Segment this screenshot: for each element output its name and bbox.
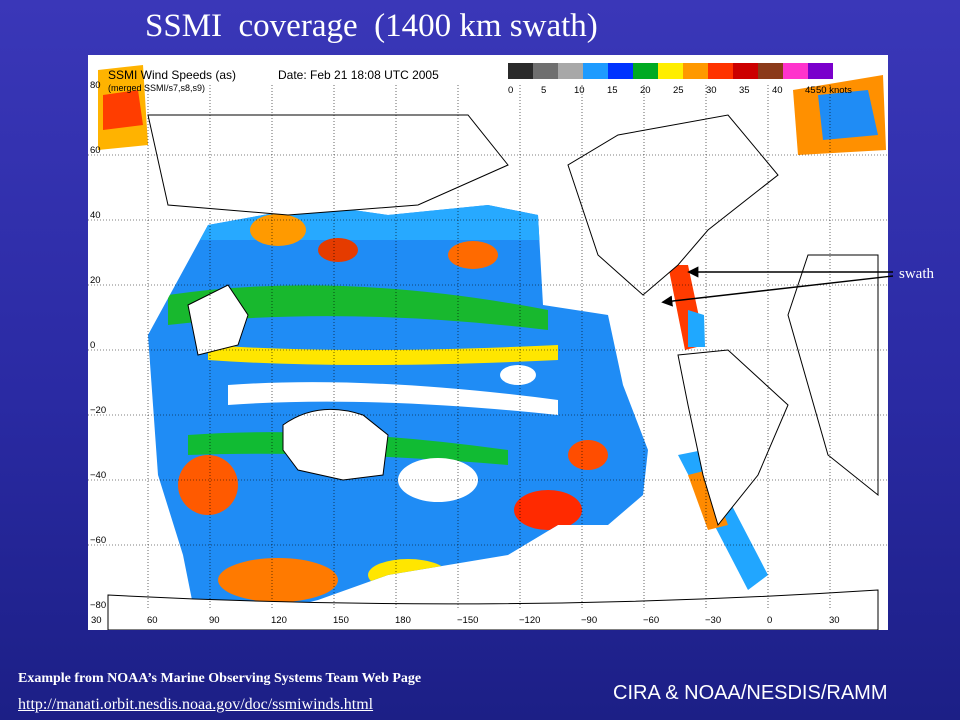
latitude-label: 60: [90, 145, 101, 156]
map-canvas: SSMI Wind Speeds (as) (merged SSMI/s7,s8…: [88, 63, 888, 630]
wind-field-atlantic-strip: [98, 65, 886, 590]
latitude-label: 40: [90, 210, 101, 221]
organization-label: CIRA & NOAA/NESDIS/RAMM: [613, 682, 888, 704]
longitude-label: 0: [767, 615, 772, 626]
longitude-label: 150: [333, 615, 349, 626]
legend-swatch: [558, 63, 583, 79]
longitude-label: 60: [147, 615, 158, 626]
longitude-axis: 30 60 90 120 150 180 −150 −120 −90 −60 −30 0 30: [91, 615, 840, 626]
legend-swatch: [708, 63, 733, 79]
source-link[interactable]: http://manati.orbit.nesdis.noaa.gov/doc/…: [18, 696, 374, 713]
legend-tick: 25: [673, 85, 684, 96]
latitude-label: −60: [90, 535, 106, 546]
coastlines: [107, 114, 879, 630]
legend-swatch: [608, 63, 633, 79]
latitude-label: 0: [90, 340, 95, 351]
legend-tick: 5: [541, 85, 546, 96]
legend-tick: 35: [739, 85, 750, 96]
longitude-label: −90: [581, 615, 597, 626]
legend-tick: 15: [607, 85, 618, 96]
legend-swatch: [758, 63, 783, 79]
legend-tick: 30: [706, 85, 717, 96]
legend-tick: 20: [640, 85, 651, 96]
wind-speed-map: SSMI Wind Speeds (as) (merged SSMI/s7,s8…: [88, 55, 888, 630]
legend-swatch: [508, 63, 533, 79]
legend-swatch: [633, 63, 658, 79]
legend-swatch: [783, 63, 808, 79]
legend-swatch: [583, 63, 608, 79]
source-credit: Example from NOAA’s Marine Observing Sys…: [18, 671, 422, 686]
graticule: [88, 85, 888, 610]
legend-unit: 50 knots: [816, 85, 852, 96]
longitude-label: 120: [271, 615, 287, 626]
longitude-label: 30: [829, 615, 840, 626]
map-heading: SSMI Wind Speeds (as): [108, 68, 236, 82]
map-date: Date: Feb 21 18:08 UTC 2005: [278, 68, 439, 82]
legend-tick: 10: [574, 85, 585, 96]
longitude-label: −30: [705, 615, 721, 626]
longitude-label: −60: [643, 615, 659, 626]
longitude-label: 90: [209, 615, 220, 626]
swath-label: swath: [899, 266, 934, 282]
longitude-label: 30: [91, 615, 102, 626]
legend-tick: 40: [772, 85, 783, 96]
legend-swatch: [808, 63, 833, 79]
longitude-label: −150: [457, 615, 478, 626]
longitude-label: 180: [395, 615, 411, 626]
legend-swatch: [533, 63, 558, 79]
legend-tick: 0: [508, 85, 513, 96]
longitude-label: −120: [519, 615, 540, 626]
latitude-label: −20: [90, 405, 106, 416]
map-subheading: (merged SSMI/s7,s8,s9): [108, 83, 205, 93]
latitude-label: 80: [90, 80, 101, 91]
legend-swatch: [658, 63, 683, 79]
latitude-label: −40: [90, 470, 106, 481]
wind-speed-legend: 0 5 10 15 20 25 30 35 40 45: [508, 63, 833, 96]
latitude-label: 20: [90, 275, 101, 286]
latitude-label: −80: [90, 600, 106, 611]
slide-title: SSMI coverage (1400 km swath): [145, 8, 598, 44]
latitude-axis: 80 60 40 20 0 −20 −40 −60 −80: [90, 80, 106, 611]
legend-swatch: [683, 63, 708, 79]
swath-arrow-lower: [661, 275, 894, 307]
legend-swatch: [733, 63, 758, 79]
legend-tick: 45: [805, 85, 816, 96]
